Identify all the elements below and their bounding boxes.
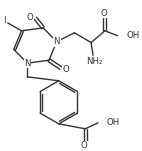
Text: O: O: [81, 141, 88, 150]
Text: N: N: [54, 37, 60, 46]
Text: OH: OH: [126, 31, 140, 40]
Text: O: O: [101, 9, 107, 18]
Text: I: I: [3, 16, 5, 24]
Text: O: O: [62, 64, 69, 74]
Text: N: N: [24, 59, 31, 68]
Text: NH₂: NH₂: [86, 57, 102, 66]
Text: O: O: [27, 13, 34, 22]
Text: OH: OH: [107, 118, 120, 127]
